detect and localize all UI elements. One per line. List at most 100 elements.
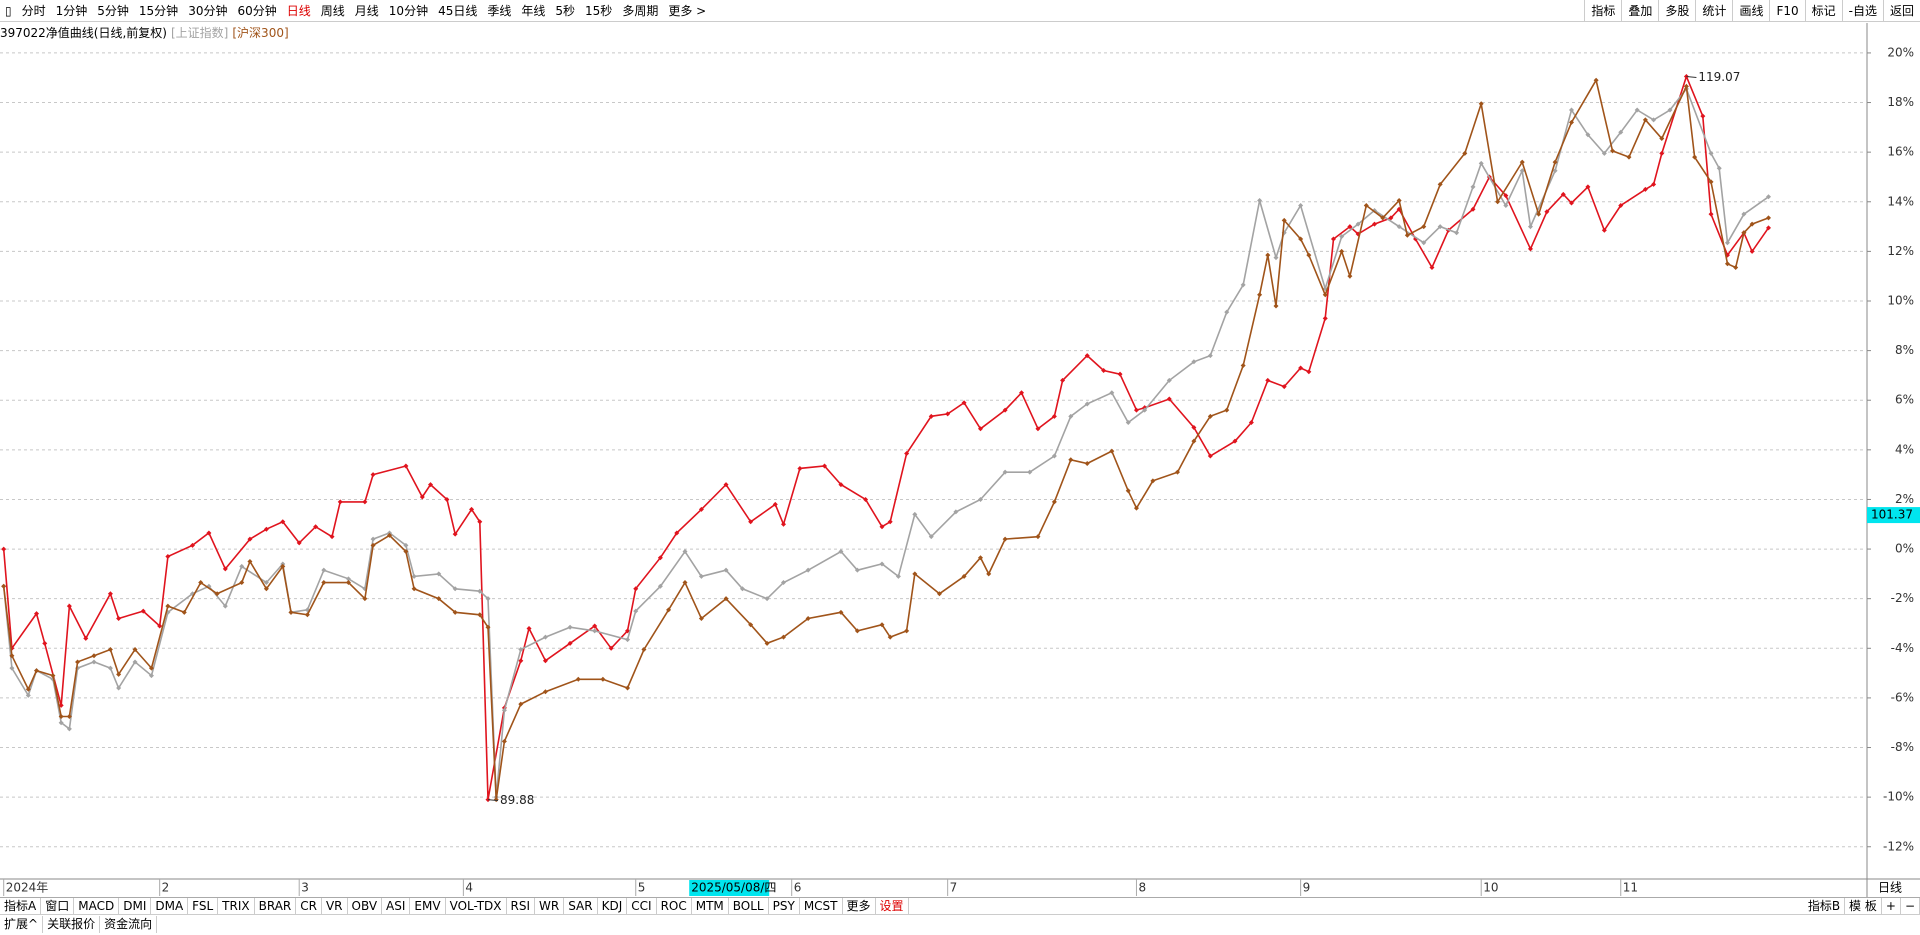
indicator-tab[interactable]: PSY	[769, 897, 800, 915]
data-point	[1593, 77, 1599, 83]
indicator-tab[interactable]: MTM	[692, 897, 729, 915]
data-point	[1765, 194, 1771, 200]
data-point	[313, 524, 319, 530]
tool-button[interactable]: 返回	[1882, 0, 1920, 22]
period-tab[interactable]: 5分钟	[97, 4, 129, 18]
data-point	[608, 645, 614, 651]
indicator-tab[interactable]: 设置	[876, 897, 909, 915]
period-tab[interactable]: 季线	[487, 4, 512, 18]
period-tab[interactable]: 1分钟	[55, 4, 88, 18]
indicator-tab[interactable]: BOLL	[729, 897, 769, 915]
tool-button[interactable]: -自选	[1841, 0, 1883, 22]
indicator-tab[interactable]: VR	[322, 897, 348, 915]
period-tab[interactable]: 15分钟	[138, 4, 179, 18]
data-point	[1298, 236, 1304, 242]
indicator-tab[interactable]: RSI	[507, 897, 536, 915]
data-point	[304, 612, 310, 618]
data-point	[780, 634, 786, 640]
period-tab[interactable]: 分时	[21, 4, 46, 18]
indicator-tab[interactable]: 指标A	[0, 897, 42, 915]
data-point	[140, 608, 146, 614]
data-point	[239, 580, 245, 586]
period-tab[interactable]: 更多 >	[668, 4, 707, 18]
indicator-tab[interactable]: 模 板	[1845, 897, 1882, 915]
data-point	[1634, 107, 1640, 113]
data-point	[107, 647, 113, 653]
data-point	[157, 623, 163, 629]
data-point	[1174, 469, 1180, 475]
period-tab[interactable]: 5秒	[555, 4, 576, 18]
extra-tab[interactable]: 扩展^	[0, 916, 44, 933]
data-point	[1281, 217, 1287, 223]
data-point	[542, 689, 548, 695]
data-point	[452, 531, 458, 537]
indicator-tab[interactable]: 指标B	[1804, 897, 1846, 915]
period-tab[interactable]: 30分钟	[188, 4, 228, 18]
indicator-tab[interactable]: DMA	[151, 897, 189, 915]
indicator-tab[interactable]: TRIX	[218, 897, 255, 915]
indicator-tab[interactable]: ROC	[657, 897, 692, 915]
extra-tab[interactable]: 关联报价	[43, 916, 101, 933]
indicator-tab[interactable]: SAR	[564, 897, 598, 915]
menu-icon[interactable]: ▯	[5, 3, 12, 18]
extra-tab[interactable]: 资金流向	[100, 916, 158, 933]
indicator-tab[interactable]: MCST	[800, 897, 843, 915]
tool-button[interactable]: 标记	[1804, 0, 1842, 22]
data-point	[1101, 367, 1107, 373]
data-point	[1306, 252, 1312, 258]
data-point	[1568, 200, 1574, 206]
data-point	[1733, 265, 1739, 271]
tool-button[interactable]: 叠加	[1621, 0, 1658, 22]
indicator-tab[interactable]: WR	[535, 897, 565, 915]
tool-button[interactable]: 多股	[1658, 0, 1695, 22]
tool-buttons: 指标 叠加 多股 统计 画线 F10 标记 -自选 返回	[1584, 0, 1920, 22]
data-point	[1207, 413, 1213, 419]
period-tab[interactable]: 月线	[354, 4, 379, 18]
indicator-tab[interactable]: CR	[296, 897, 322, 915]
period-tab[interactable]: 45日线	[438, 4, 478, 18]
data-point	[953, 509, 959, 515]
period-tab[interactable]: 多周期	[622, 4, 659, 18]
data-point	[1347, 273, 1353, 279]
tool-button[interactable]: 指标	[1584, 0, 1621, 22]
indicator-tab[interactable]: KDJ	[598, 897, 628, 915]
indicator-tab[interactable]: FSL	[188, 897, 219, 915]
indicator-tab[interactable]: CCI	[627, 897, 657, 915]
indicator-tab[interactable]: MACD	[74, 897, 120, 915]
indicator-tab[interactable]: 更多	[843, 897, 876, 915]
indicator-tab[interactable]: DMI	[119, 897, 152, 915]
tool-button[interactable]: 统计	[1695, 0, 1732, 22]
period-tab[interactable]: 周线	[320, 4, 345, 18]
data-point	[1019, 390, 1025, 396]
indicator-tab[interactable]: EMV	[410, 897, 446, 915]
indicator-tab[interactable]: ASI	[382, 897, 411, 915]
data-point	[1503, 202, 1509, 208]
data-point	[838, 482, 844, 488]
data-point	[1568, 119, 1574, 125]
indicator-tab[interactable]: VOL-TDX	[446, 897, 507, 915]
indicator-tab[interactable]: BRAR	[255, 897, 297, 915]
period-tab[interactable]: 10分钟	[388, 4, 429, 18]
data-point	[1051, 499, 1057, 505]
data-point	[1724, 240, 1730, 246]
y-tick-label: 20%	[1887, 45, 1914, 59]
x-tick-label: 10	[1483, 881, 1498, 895]
indicator-tab[interactable]: −	[1901, 897, 1920, 915]
tool-button[interactable]: F10	[1769, 0, 1804, 22]
period-tab[interactable]: 日线	[286, 4, 311, 18]
cursor-value-box	[1867, 507, 1920, 524]
indicator-tab[interactable]: +	[1882, 897, 1901, 915]
period-tab[interactable]: 15秒	[585, 4, 613, 18]
data-point	[1240, 362, 1246, 368]
data-point	[1651, 181, 1657, 187]
period-tab[interactable]: 年线	[521, 4, 546, 18]
data-point	[945, 411, 951, 417]
legend-entry: [沪深300]	[232, 25, 289, 40]
period-tab[interactable]: 60分钟	[237, 4, 277, 18]
indicator-tab[interactable]: 窗口	[41, 897, 75, 915]
data-point	[1437, 224, 1443, 230]
data-point	[657, 583, 663, 589]
tool-button[interactable]: 画线	[1732, 0, 1769, 22]
indicator-tab[interactable]: OBV	[348, 897, 383, 915]
y-tick-label: 0%	[1895, 542, 1914, 556]
